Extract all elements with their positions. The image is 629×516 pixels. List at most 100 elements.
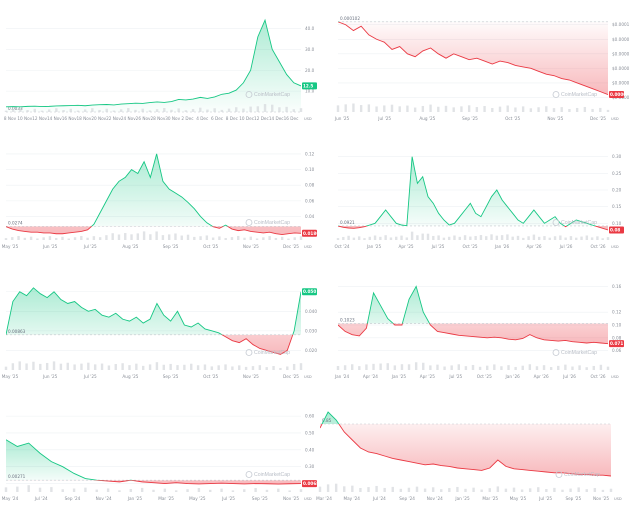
volume-bar — [383, 105, 386, 112]
volume-bar — [379, 363, 382, 370]
volume-bar — [121, 363, 124, 370]
volume-bar — [238, 365, 241, 370]
price-line-down — [338, 323, 608, 345]
currency-label: USD — [611, 117, 619, 121]
baseline-label: 0.0033 — [8, 106, 23, 111]
x-tick-label: Jan '26 — [505, 374, 521, 379]
x-tick-label: 30 Nov — [165, 116, 180, 121]
volume-bar — [220, 488, 223, 492]
volume-bar — [199, 236, 202, 240]
baseline-label: 0.00863 — [8, 329, 26, 334]
watermark: CoinMarketCap — [561, 220, 597, 226]
x-tick-label: Apr '26 — [534, 374, 549, 379]
x-tick-label: May '24 — [343, 496, 360, 501]
currency-label: USD — [304, 117, 312, 121]
volume-bar — [47, 109, 51, 112]
volume-bar — [4, 110, 8, 112]
volume-bar — [61, 489, 64, 492]
volume-bar — [262, 237, 265, 240]
volume-bar — [292, 363, 296, 370]
price-chart-6[interactable]: 0.16 0.12 0.10 0.08 0.06 0.1023 0.071 Jan '24 Ap… — [334, 272, 626, 390]
x-tick-label: Jul '25 — [448, 374, 462, 379]
x-tick-label: Jul '26 — [559, 244, 573, 249]
x-tick-label: Dec '25 — [283, 244, 299, 249]
y-tick-label: 40.0 — [305, 26, 315, 31]
y-tick-label: 0.04 — [305, 214, 315, 219]
price-chart-3[interactable]: 0.12 0.10 0.08 0.06 0.04 0.0274 0.0186 May '25 J… — [2, 142, 319, 260]
volume-bar — [590, 237, 594, 240]
y-tick-label: 0.06 — [612, 348, 622, 353]
volume-bar — [368, 236, 371, 240]
volume-bar — [405, 237, 409, 240]
volume-bar — [406, 105, 409, 112]
x-tick-label: Mar '24 — [316, 496, 332, 501]
volume-bar — [343, 486, 346, 492]
volume-bar — [528, 364, 532, 370]
volume-bar — [155, 231, 158, 240]
y-tick-label: 0.12 — [305, 151, 315, 156]
volume-bar — [375, 485, 378, 492]
volume-bar — [243, 489, 246, 492]
x-tick-label: Jul '25 — [538, 496, 552, 501]
current-price-label: 12.5 — [303, 83, 313, 88]
volume-bar — [336, 238, 340, 240]
volume-bar — [142, 231, 146, 240]
volume-bar — [38, 487, 42, 492]
y-tick-label: 0.40 — [305, 447, 315, 452]
watermark: CoinMarketCap — [254, 220, 290, 226]
volume-bar — [40, 110, 44, 112]
price-line-up — [338, 156, 597, 226]
volume-bar — [585, 367, 588, 370]
x-tick-label: 8 Nov — [4, 116, 17, 121]
volume-bar — [423, 488, 427, 492]
volume-bar — [249, 106, 252, 112]
volume-bar — [475, 107, 479, 112]
volume-bar — [359, 105, 363, 112]
volume-bar — [415, 486, 419, 492]
baseline-label: 0.0921 — [340, 220, 355, 225]
x-tick-label: 2 Dec — [181, 116, 194, 121]
volume-bar — [545, 489, 548, 492]
volume-bar — [568, 109, 571, 112]
volume-bar — [36, 238, 39, 240]
volume-bar — [421, 233, 424, 240]
volume-bar — [535, 366, 539, 370]
volume-bar — [183, 364, 186, 370]
volume-bar — [493, 364, 496, 370]
y-tick-label: 0.20 — [612, 188, 622, 193]
y-tick-label: 0.020 — [305, 348, 317, 353]
coinmarketcap-logo-icon — [245, 471, 253, 478]
x-tick-label: Dec '25 — [590, 116, 606, 121]
volume-bar — [140, 487, 144, 492]
price-chart-8[interactable]: 0.85 Mar '24 May '24 Jul '24 Sep '24 Nov '24 J… — [316, 396, 629, 512]
volume-bar — [45, 362, 49, 370]
price-chart-2[interactable]: $0.0001$0.00009$0.00008$0.00007$0.00006$… — [334, 8, 629, 132]
volume-bar — [186, 234, 190, 240]
price-line-down — [6, 226, 301, 235]
volume-bar — [537, 487, 540, 492]
volume-bar — [426, 233, 430, 240]
volume-bar — [569, 488, 572, 492]
volume-bar — [467, 105, 471, 112]
volume-bar — [400, 364, 404, 370]
y-tick-label: 0.15 — [612, 204, 622, 209]
volume-bar — [42, 237, 45, 240]
volume-bar — [205, 235, 209, 240]
volume-bar — [511, 236, 514, 240]
price-chart-4[interactable]: 0.30 0.25 0.20 0.15 0.10 0.0921 0.08 Oct '24 Jan… — [334, 142, 626, 260]
volume-bar — [50, 487, 53, 492]
volume-bar — [384, 235, 387, 240]
volume-bar — [18, 361, 21, 370]
x-tick-label: 10 Nov — [17, 116, 32, 121]
volume-bar — [363, 238, 366, 240]
chart-svg: 0.85 Mar '24 May '24 Jul '24 Sep '24 Nov '24 J… — [316, 411, 622, 501]
price-chart-1[interactable]: 40.0 30.0 20.0 10.0 0.0033 12.5 8 Nov 10 Nov 12 … — [4, 8, 319, 132]
volume-bar — [263, 104, 267, 112]
volume-bar — [606, 109, 610, 112]
volume-bar — [48, 236, 52, 240]
volume-bar — [599, 107, 602, 112]
volume-bar — [124, 233, 127, 240]
volume-bar — [464, 366, 468, 370]
